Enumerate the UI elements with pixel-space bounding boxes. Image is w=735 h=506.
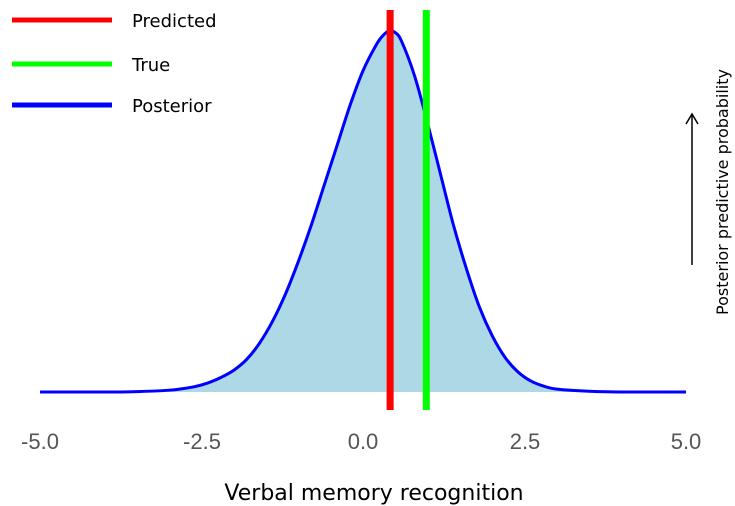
legend-label-posterior: Posterior — [132, 96, 212, 117]
posterior-area-fill — [40, 30, 686, 393]
x-axis-label: Verbal memory recognition — [224, 481, 523, 506]
legend: Predicted True Posterior — [12, 11, 217, 117]
y-axis-label-group: Posterior predictive probability — [685, 69, 732, 315]
x-tick-label: 0.0 — [348, 429, 379, 454]
posterior-curve — [40, 29, 686, 394]
legend-label-predicted: Predicted — [132, 11, 217, 32]
x-tick-label: -2.5 — [183, 429, 221, 454]
legend-label-true: True — [131, 55, 170, 76]
arrowhead-icon — [685, 112, 699, 125]
x-tick-label: -5.0 — [21, 429, 59, 454]
x-tick-label: 2.5 — [510, 429, 541, 454]
x-axis-ticks: -5.0 -2.5 0.0 2.5 5.0 — [21, 429, 701, 454]
y-axis-label: Posterior predictive probability — [713, 69, 732, 315]
x-tick-label: 5.0 — [671, 429, 702, 454]
